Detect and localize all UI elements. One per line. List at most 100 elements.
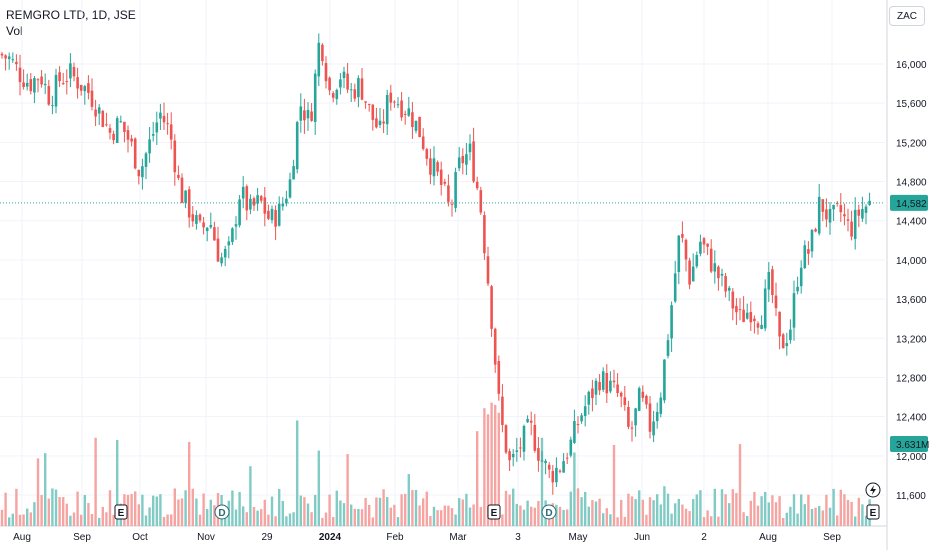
candle-body [97, 107, 101, 114]
candle-body [555, 467, 558, 483]
candle-body [15, 61, 18, 65]
currency-button[interactable]: ZAC [889, 6, 925, 26]
x-tick-label: 29 [261, 532, 273, 543]
earnings-marker [114, 504, 128, 520]
candle-body [515, 450, 519, 452]
y-tick-label: 12,800 [896, 373, 927, 384]
candle-body [79, 84, 83, 91]
candle-body [810, 229, 814, 252]
volume-bar [713, 488, 716, 526]
candle-body [360, 78, 364, 100]
volume-bar [591, 500, 594, 526]
candle-body [663, 359, 666, 401]
volume-bar [483, 408, 486, 526]
volume-bar [587, 506, 590, 526]
candle-body [717, 266, 720, 279]
candle-body [681, 233, 684, 238]
candle-body [619, 392, 623, 397]
volume-bar [44, 453, 47, 526]
candle-body [443, 181, 447, 184]
volume-bar [659, 504, 662, 526]
candle-body [324, 63, 328, 82]
earnings-marker-label: E [118, 508, 125, 519]
candle-body [807, 249, 810, 254]
volume-bar [429, 516, 432, 526]
candle-body [414, 120, 418, 131]
candle-body [789, 329, 792, 341]
volume-bar [15, 488, 18, 526]
volume-bar [609, 514, 612, 526]
volume-bar [206, 508, 209, 526]
candle-body [857, 209, 861, 216]
candle-body [742, 309, 745, 323]
candle-body [234, 224, 238, 227]
candle-body [328, 77, 331, 91]
volume-bar [72, 512, 76, 526]
candle-body [209, 224, 213, 228]
volume-bar [630, 496, 634, 526]
candle-body [349, 89, 353, 91]
volume-bar [314, 494, 317, 526]
volume-bar [58, 496, 61, 526]
candle-body [659, 397, 663, 414]
candle-body [288, 179, 292, 198]
candle-body [861, 208, 864, 219]
volume-bar [162, 516, 166, 526]
candle-body [673, 273, 677, 302]
candle-body [303, 110, 306, 121]
volume-bar [202, 493, 205, 526]
volume-bar [486, 414, 490, 526]
x-tick-label: Jun [634, 532, 650, 543]
x-tick-label: Nov [197, 532, 215, 543]
volume-bar [350, 504, 353, 526]
volume-bar [256, 510, 259, 526]
candle-body [573, 421, 576, 443]
candle-body [695, 254, 699, 267]
volume-bar [681, 504, 684, 526]
candle-body [169, 124, 173, 140]
volume-bar [656, 494, 659, 526]
candle-body [591, 388, 594, 399]
candle-body [569, 439, 573, 456]
candle-body [263, 197, 267, 214]
candle-body [123, 121, 126, 132]
candle-body [58, 72, 61, 82]
volume-bar [760, 496, 763, 526]
volume-bar [396, 517, 400, 526]
volume-bar [184, 490, 187, 526]
volume-bar [749, 500, 752, 526]
candle-body [655, 411, 659, 422]
volume-bar [702, 517, 706, 526]
candle-body [439, 169, 443, 185]
candle-body [850, 221, 853, 237]
volume-bar [742, 512, 745, 526]
candle-body [519, 447, 522, 449]
volume-bar [861, 504, 864, 526]
candle-body [796, 286, 799, 292]
candle-body [195, 215, 198, 224]
y-tick-label: 11,600 [896, 491, 926, 502]
candle-body [342, 71, 346, 79]
volume-bar [832, 488, 835, 526]
volume-bar [598, 498, 601, 526]
volume-bar [324, 512, 328, 526]
candle-body [522, 425, 526, 452]
candle-body [580, 415, 583, 422]
volume-bar [335, 490, 338, 526]
volume-bar [792, 494, 796, 526]
volume-bar [332, 517, 335, 526]
candle-body [94, 109, 97, 117]
volume-bar [825, 494, 828, 526]
candle-body [87, 83, 90, 93]
candle-body [335, 89, 339, 100]
x-tick-label: 2024 [319, 532, 342, 543]
candle-body [702, 238, 706, 245]
candle-body [403, 113, 407, 115]
volume-bar [166, 514, 169, 526]
x-tick-label: Sep [823, 532, 841, 543]
volume-bar [0, 509, 4, 526]
candle-body [270, 208, 274, 221]
candle-body [825, 209, 828, 220]
candle-body [429, 158, 432, 175]
